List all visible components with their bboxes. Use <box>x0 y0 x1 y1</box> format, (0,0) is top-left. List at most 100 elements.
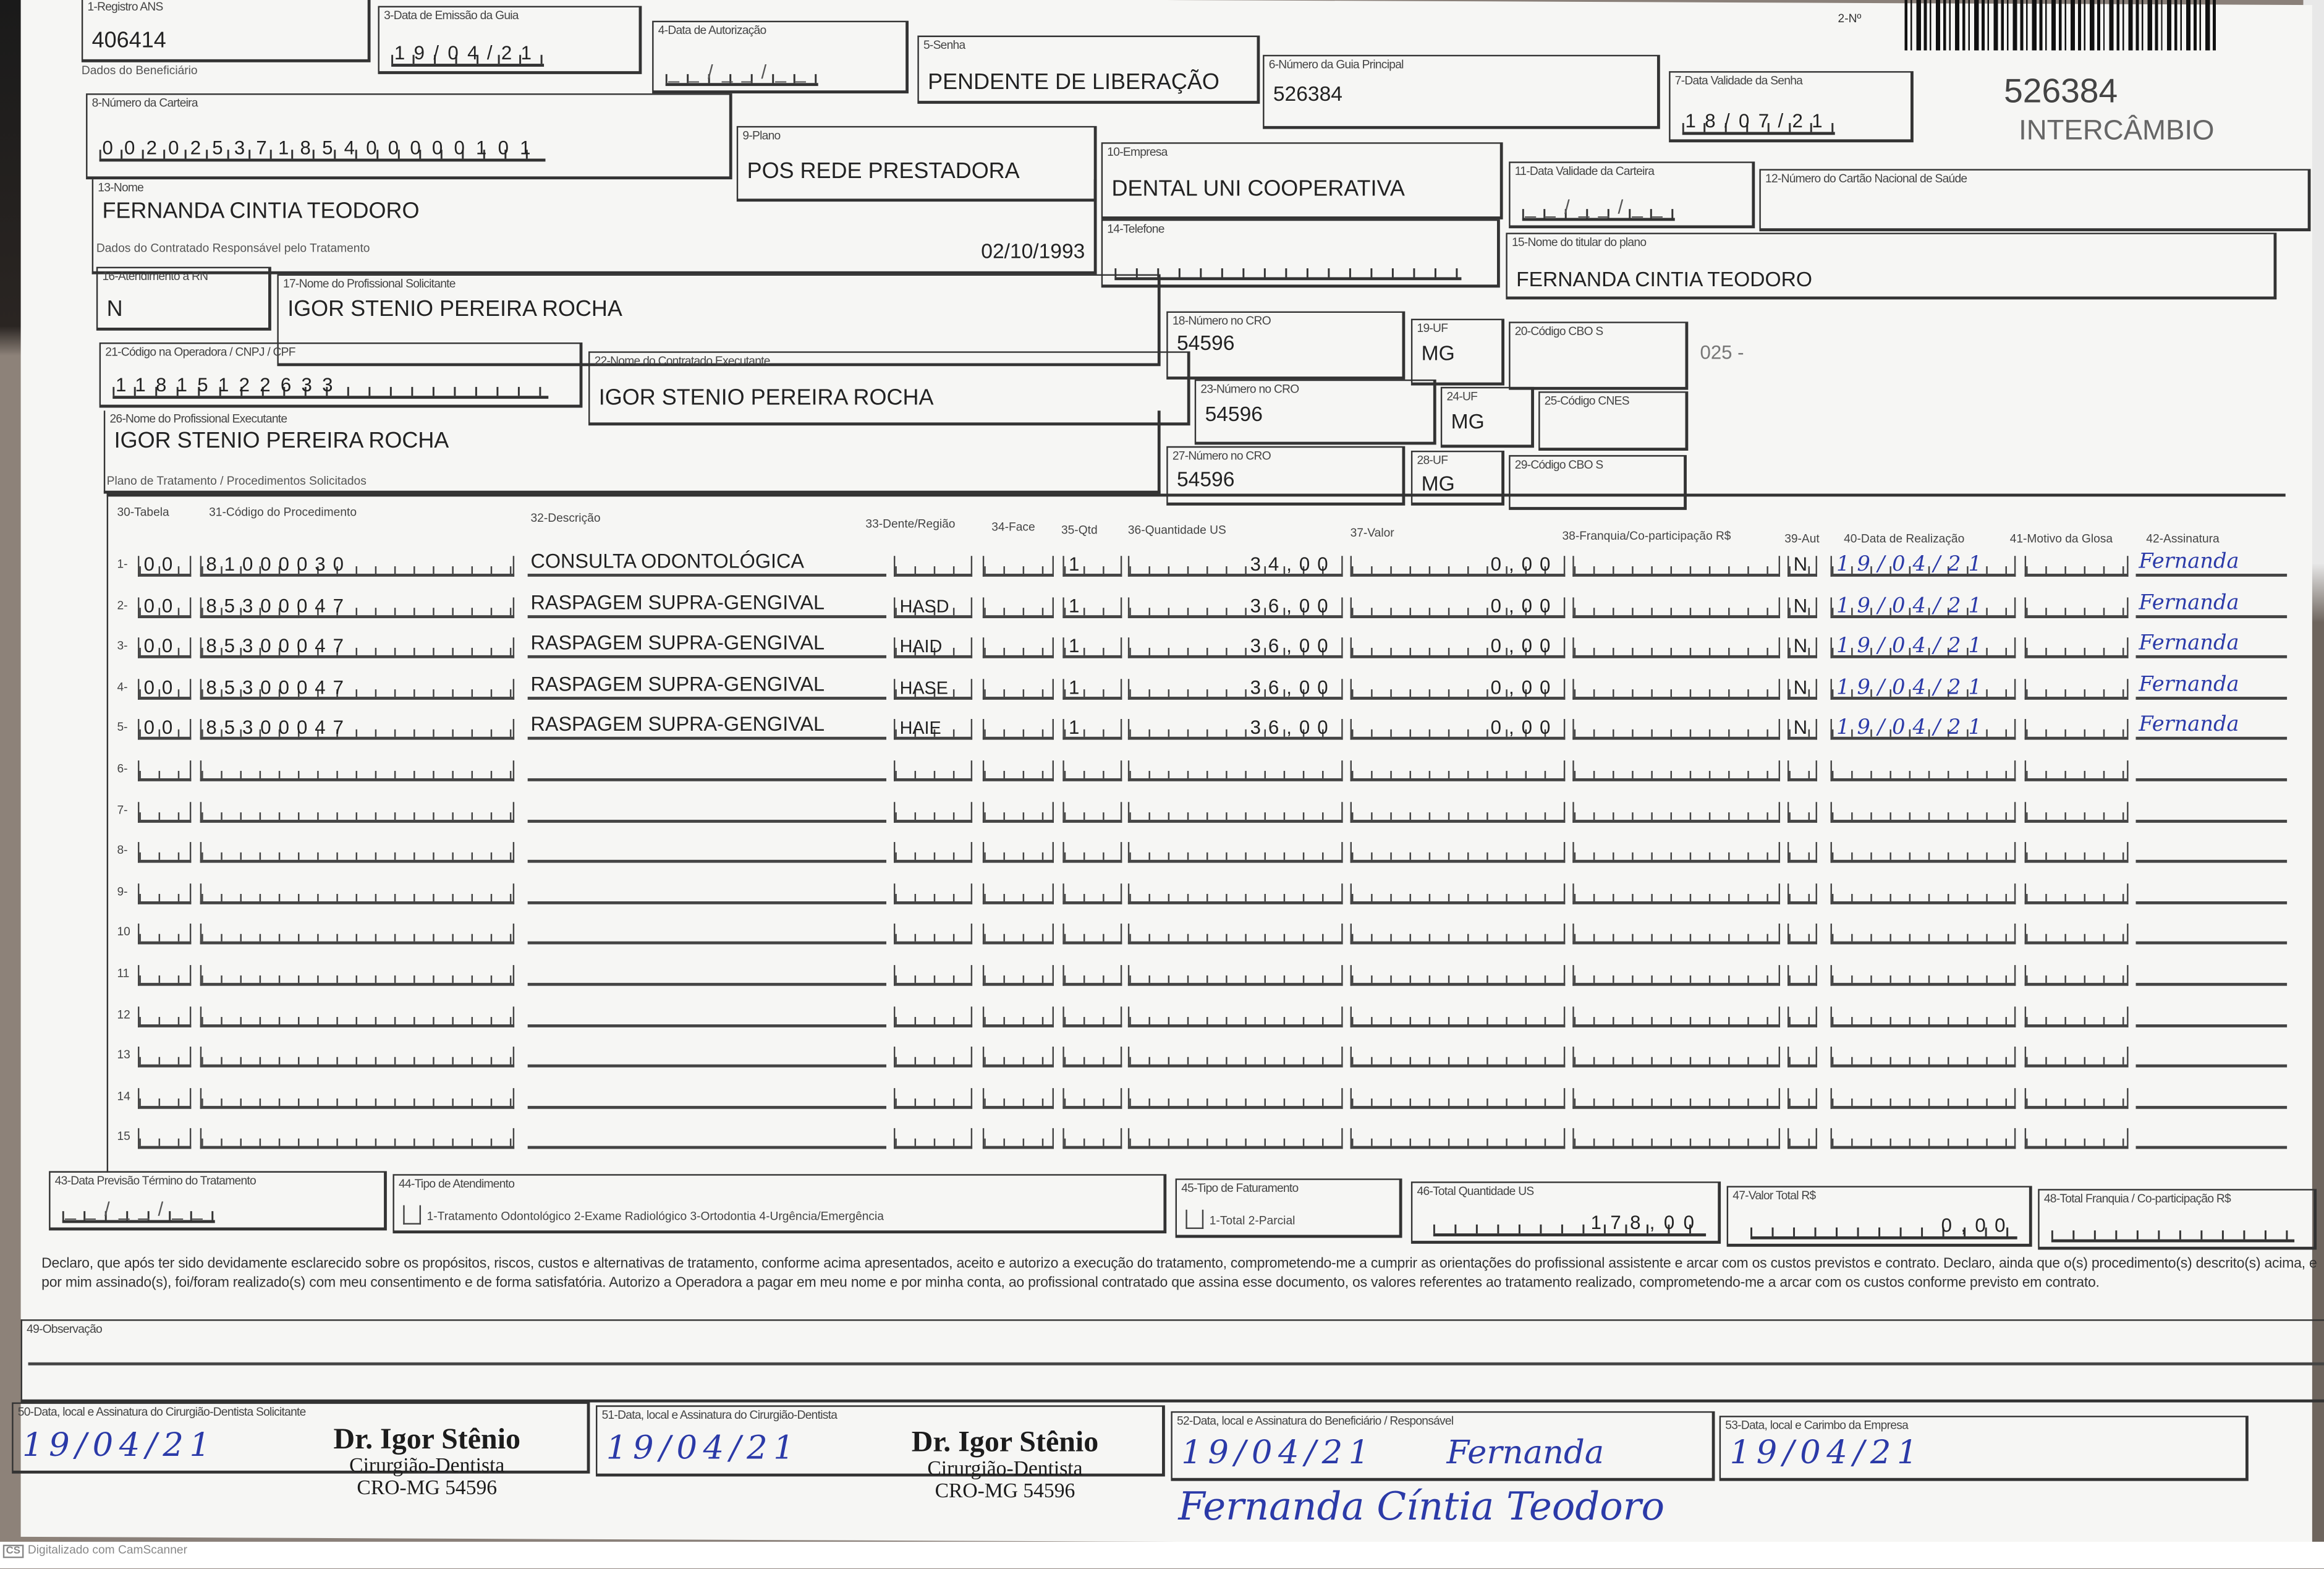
row-number: 11 <box>117 966 130 980</box>
cell-dente <box>893 1047 973 1068</box>
label: 52-Data, local e Assinatura do Beneficiá… <box>1177 1414 1454 1428</box>
handwritten-date: 19/04/21 <box>606 1431 800 1468</box>
label: 49-Observação <box>27 1322 103 1336</box>
cell-data <box>1830 842 2016 864</box>
cell-codigo: 85300047 <box>200 677 515 700</box>
cell-data: 19/04/21 <box>1830 555 2016 577</box>
cell-data <box>1830 1128 2016 1150</box>
cell-tabela: 00 <box>138 636 192 659</box>
cell-valor: 0,00 <box>1350 677 1566 700</box>
section-beneficiario: Dados do Beneficiário <box>81 64 198 77</box>
label: 16-Atendimento a RN <box>102 270 208 284</box>
cell-codigo <box>200 924 515 945</box>
cell-face <box>982 883 1054 904</box>
label: 21-Código na Operadora / CNPJ / CPF <box>105 345 295 359</box>
procedures-table: 30-Tabela 31-Código do Procedimento 32-Des… <box>106 493 2288 1173</box>
cell-descricao: CONSULTA ODONTOLÓGICA <box>527 550 887 577</box>
cell-glosa <box>2024 1128 2129 1150</box>
row-number: 9- <box>117 885 128 898</box>
row-number: 2- <box>117 598 128 612</box>
cell-tabela <box>138 842 192 864</box>
table-row: 14 <box>108 1073 2288 1112</box>
label: 23-Número no CRO <box>1200 382 1299 396</box>
cell-dente <box>893 1087 973 1109</box>
cell-valor <box>1350 924 1566 945</box>
field-validade-carteira: 11-Data Validade da Carteira __/__/__ <box>1509 161 1755 229</box>
cell-dente <box>893 556 973 577</box>
cell-descricao <box>527 1041 887 1068</box>
cell-valor <box>1350 842 1566 864</box>
table-row: 8- <box>108 828 2288 866</box>
cell-face <box>982 1006 1054 1027</box>
cell-valor <box>1350 1006 1566 1027</box>
cell-us <box>1127 883 1343 904</box>
cell-us <box>1127 760 1343 781</box>
label: 46-Total Quantidade US <box>1417 1184 1534 1198</box>
cell-tabela <box>138 1006 192 1027</box>
cell-aut <box>1787 1128 1817 1150</box>
table-row: 15 <box>108 1114 2288 1152</box>
cell-qtd <box>1062 1006 1122 1027</box>
cell-data: 19/04/21 <box>1830 718 2016 741</box>
value: 00202537185400000101 <box>99 136 545 162</box>
beneficiary-full-signature: Fernanda Cíntia Teodoro <box>1178 1485 1665 1530</box>
cell-franquia <box>1572 556 1780 577</box>
table-row: 2- 00 85300047 RASPAGEM SUPRA-GENGIVAL HASD 1… <box>108 582 2288 620</box>
cell-aut <box>1787 965 1817 986</box>
cell-codigo <box>200 760 515 781</box>
cell-data: 19/04/21 <box>1830 677 2016 700</box>
table-row: 13 <box>108 1032 2288 1070</box>
cell-codigo: 85300047 <box>200 718 515 741</box>
field-empresa: 10-Empresa DENTAL UNI COOPERATIVA <box>1101 142 1503 219</box>
cell-franquia <box>1572 1047 1780 1068</box>
cell-data <box>1830 1047 2016 1068</box>
checkbox-tipo-faturamento[interactable] <box>1185 1209 1204 1229</box>
cell-qtd <box>1062 883 1122 904</box>
cell-tabela: 00 <box>138 595 192 618</box>
label: 48-Total Franquia / Co-participação R$ <box>2043 1191 2231 1205</box>
cell-tabela <box>138 883 192 904</box>
field-tipo-atendimento: 44-Tipo de Atendimento 1-Tratamento Odon… <box>392 1174 1167 1234</box>
cell-tabela: 00 <box>138 555 192 577</box>
value: __/__/__ <box>62 1197 214 1223</box>
cell-tabela <box>138 1128 192 1150</box>
table-row: 9- <box>108 869 2288 907</box>
cell-us <box>1127 1128 1343 1150</box>
label: 15-Nome do titular do plano <box>1511 236 1647 249</box>
cell-valor <box>1350 801 1566 822</box>
cell-franquia <box>1572 597 1780 618</box>
cell-assinatura: Fernanda <box>2135 673 2288 700</box>
row-number: 13 <box>117 1048 130 1062</box>
row-number: 12 <box>117 1007 130 1021</box>
cell-us <box>1127 1006 1343 1027</box>
cell-face <box>982 842 1054 864</box>
cell-face <box>982 760 1054 781</box>
cell-us <box>1127 965 1343 986</box>
checkbox-tipo-atendimento[interactable] <box>403 1205 422 1225</box>
value: __/__/__ <box>1522 195 1674 221</box>
cell-face <box>982 801 1054 822</box>
label: 6-Número da Guia Principal <box>1268 57 1404 72</box>
cell-glosa <box>2024 678 2129 700</box>
label: 26-Nome do Profissional Executante <box>109 412 287 426</box>
label: 17-Nome do Profissional Solicitante <box>283 277 456 291</box>
cell-valor: 0,00 <box>1350 595 1566 618</box>
value: IGOR STENIO PEREIRA ROCHA <box>114 428 449 454</box>
cell-glosa <box>2024 1047 2129 1068</box>
cell-valor <box>1350 1047 1566 1068</box>
section-plano-tratamento: Plano de Tratamento / Procedimentos Soli… <box>106 474 367 488</box>
cell-us: 36,00 <box>1127 595 1343 618</box>
cell-data <box>1830 883 2016 904</box>
field-data-emissao: 3-Data de Emissão da Guia 19/04/21 <box>378 6 642 74</box>
label: 43-Data Previsão Término do Tratamento <box>54 1174 257 1188</box>
dentist-stamp: Dr. Igor Stênio Cirurgião-Dentista CRO-M… <box>912 1426 1098 1505</box>
value: IGOR STENIO PEREIRA ROCHA <box>598 385 934 411</box>
cell-tabela: 00 <box>138 718 192 741</box>
cell-descricao <box>527 1082 887 1109</box>
field-data-autorizacao: 4-Data de Autorização __/__/__ <box>652 20 909 94</box>
cell-dente <box>893 883 973 904</box>
table-row: 12 <box>108 991 2288 1029</box>
cell-face <box>982 597 1054 618</box>
cell-dente: HASE <box>893 678 973 700</box>
